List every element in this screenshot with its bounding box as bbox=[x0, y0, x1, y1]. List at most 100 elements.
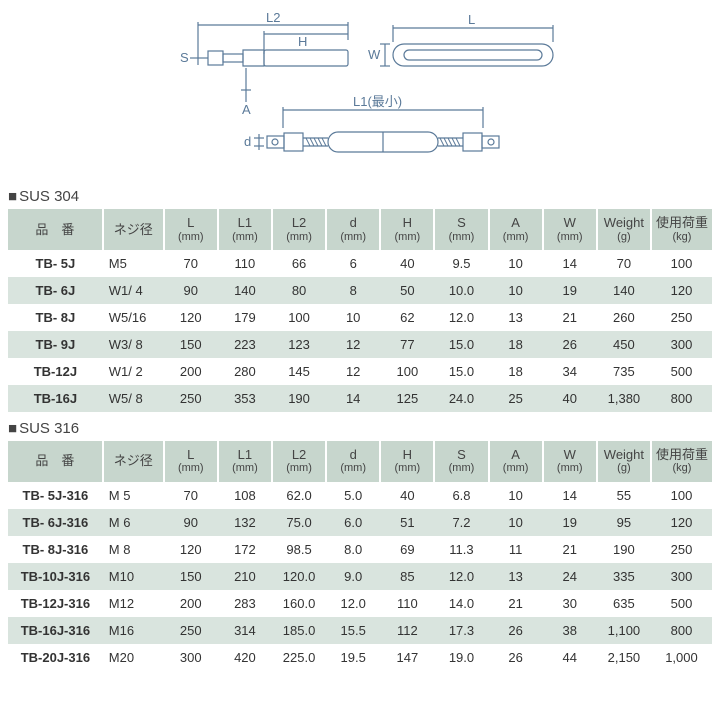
col-thread: ネジ径 bbox=[103, 441, 164, 482]
cell: M16 bbox=[103, 617, 164, 644]
label-W: W bbox=[368, 47, 381, 62]
cell: 500 bbox=[651, 590, 712, 617]
cell: 280 bbox=[218, 358, 272, 385]
cell: 95 bbox=[597, 509, 651, 536]
part-number: TB-12J bbox=[8, 358, 103, 385]
col-A: A(mm) bbox=[489, 209, 543, 250]
cell: 800 bbox=[651, 617, 712, 644]
cell: 108 bbox=[218, 482, 272, 509]
cell: 13 bbox=[489, 563, 543, 590]
cell: 50 bbox=[380, 277, 434, 304]
cell: 12.0 bbox=[326, 590, 380, 617]
cell: 13 bbox=[489, 304, 543, 331]
cell: 12.0 bbox=[434, 304, 488, 331]
cell: 120.0 bbox=[272, 563, 326, 590]
cell: 10 bbox=[326, 304, 380, 331]
cell: 5.0 bbox=[326, 482, 380, 509]
col-part: 品 番 bbox=[8, 209, 103, 250]
cell: 190 bbox=[272, 385, 326, 412]
table-row: TB- 6J-316M 69013275.06.0517.2101995120 bbox=[8, 509, 712, 536]
cell: 21 bbox=[489, 590, 543, 617]
cell: 44 bbox=[543, 644, 597, 671]
cell: 10 bbox=[489, 250, 543, 277]
cell: W5/ 8 bbox=[103, 385, 164, 412]
cell: 100 bbox=[651, 250, 712, 277]
cell: 300 bbox=[651, 331, 712, 358]
cell: 100 bbox=[651, 482, 712, 509]
cell: 120 bbox=[651, 277, 712, 304]
label-S: S bbox=[180, 50, 189, 65]
cell: 21 bbox=[543, 304, 597, 331]
cell: W1/ 4 bbox=[103, 277, 164, 304]
cell: 1,100 bbox=[597, 617, 651, 644]
col-L1: L1(mm) bbox=[218, 209, 272, 250]
cell: 10 bbox=[489, 277, 543, 304]
label-d: d bbox=[244, 134, 251, 149]
cell: 62.0 bbox=[272, 482, 326, 509]
cell: 62 bbox=[380, 304, 434, 331]
cell: 12 bbox=[326, 358, 380, 385]
cell: 51 bbox=[380, 509, 434, 536]
cell: 40 bbox=[380, 482, 434, 509]
table-row: TB-20J-316M20300420225.019.514719.026442… bbox=[8, 644, 712, 671]
cell: 300 bbox=[164, 644, 218, 671]
table-row: TB-16J-316M16250314185.015.511217.326381… bbox=[8, 617, 712, 644]
cell: M 6 bbox=[103, 509, 164, 536]
cell: 100 bbox=[380, 358, 434, 385]
col-H: H(mm) bbox=[380, 441, 434, 482]
part-number: TB- 5J bbox=[8, 250, 103, 277]
cell: 14 bbox=[543, 482, 597, 509]
cell: M20 bbox=[103, 644, 164, 671]
cell: 420 bbox=[218, 644, 272, 671]
cell: 200 bbox=[164, 358, 218, 385]
cell: 9.5 bbox=[434, 250, 488, 277]
cell: 19.0 bbox=[434, 644, 488, 671]
cell: 179 bbox=[218, 304, 272, 331]
cell: 353 bbox=[218, 385, 272, 412]
cell: 210 bbox=[218, 563, 272, 590]
cell: 80 bbox=[272, 277, 326, 304]
cell: 15.5 bbox=[326, 617, 380, 644]
cell: 90 bbox=[164, 509, 218, 536]
part-number: TB- 8J-316 bbox=[8, 536, 103, 563]
col-L2: L2(mm) bbox=[272, 441, 326, 482]
cell: 735 bbox=[597, 358, 651, 385]
col-S: S(mm) bbox=[434, 209, 488, 250]
cell: 10 bbox=[489, 509, 543, 536]
label-L2: L2 bbox=[266, 10, 280, 25]
table-row: TB- 5J-316M 57010862.05.0406.8101455100 bbox=[8, 482, 712, 509]
cell: 9.0 bbox=[326, 563, 380, 590]
table-row: TB-12JW1/ 22002801451210015.01834735500 bbox=[8, 358, 712, 385]
cell: 26 bbox=[489, 644, 543, 671]
cell: 10 bbox=[489, 482, 543, 509]
part-number: TB-10J-316 bbox=[8, 563, 103, 590]
cell: 283 bbox=[218, 590, 272, 617]
table-row: TB- 8JW5/16120179100106212.01321260250 bbox=[8, 304, 712, 331]
cell: 8.0 bbox=[326, 536, 380, 563]
cell: 70 bbox=[164, 250, 218, 277]
cell: 800 bbox=[651, 385, 712, 412]
label-L1: L1(最小) bbox=[353, 94, 402, 109]
cell: 1,380 bbox=[597, 385, 651, 412]
cell: 19 bbox=[543, 277, 597, 304]
col-load: 使用荷重(kg) bbox=[651, 209, 712, 250]
table-row: TB-10J-316M10150210120.09.08512.01324335… bbox=[8, 563, 712, 590]
part-number: TB- 6J bbox=[8, 277, 103, 304]
col-S: S(mm) bbox=[434, 441, 488, 482]
cell: W1/ 2 bbox=[103, 358, 164, 385]
cell: 300 bbox=[651, 563, 712, 590]
cell: 225.0 bbox=[272, 644, 326, 671]
cell: 500 bbox=[651, 358, 712, 385]
cell: 24.0 bbox=[434, 385, 488, 412]
part-number: TB-16J bbox=[8, 385, 103, 412]
cell: 147 bbox=[380, 644, 434, 671]
col-load: 使用荷重(kg) bbox=[651, 441, 712, 482]
cell: 6.0 bbox=[326, 509, 380, 536]
cell: 11 bbox=[489, 536, 543, 563]
cell: 55 bbox=[597, 482, 651, 509]
part-number: TB- 5J-316 bbox=[8, 482, 103, 509]
cell: 40 bbox=[543, 385, 597, 412]
cell: 85 bbox=[380, 563, 434, 590]
cell: 12 bbox=[326, 331, 380, 358]
cell: 77 bbox=[380, 331, 434, 358]
